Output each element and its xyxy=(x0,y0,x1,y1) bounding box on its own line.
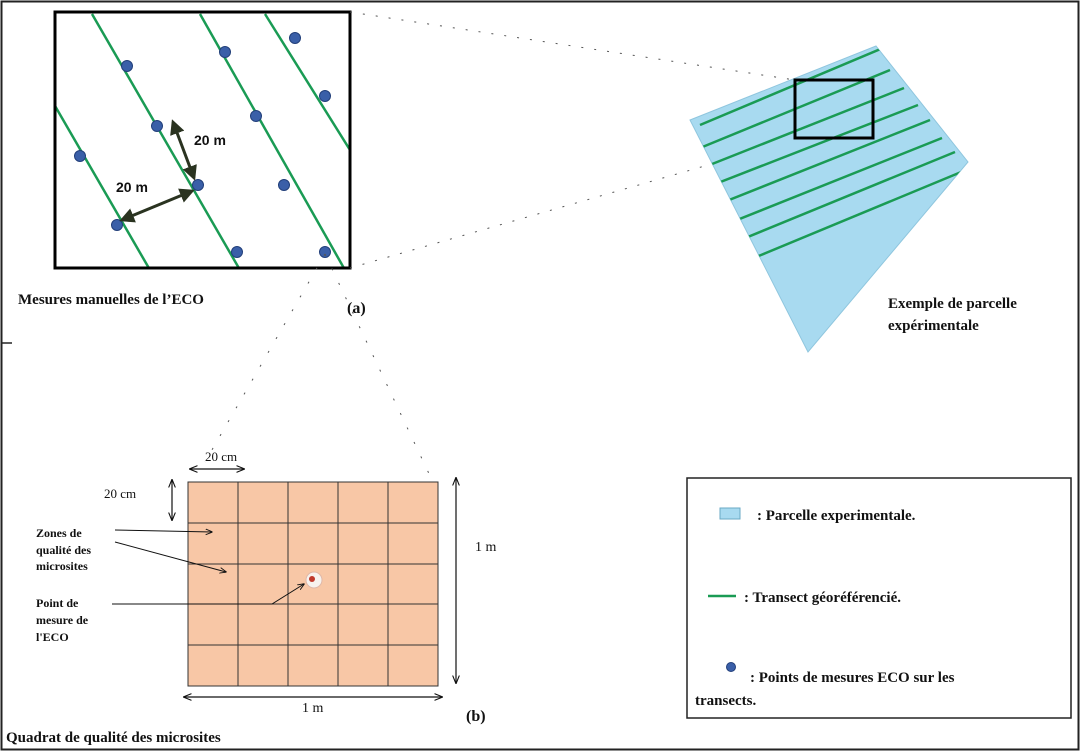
parcel-caption-line1: Exemple de parcelle xyxy=(888,296,1017,312)
measure-point xyxy=(231,246,243,258)
inset-transect-line xyxy=(263,13,350,151)
parcel-diagram xyxy=(689,45,969,353)
measure-point xyxy=(278,179,290,191)
zones-label-line2: qualité des xyxy=(36,543,91,557)
legend-transect-label: : Transect géoréférencié. xyxy=(744,590,901,606)
legend-parcel-label: : Parcelle experimentale. xyxy=(757,508,916,524)
measure-point xyxy=(219,46,231,58)
inset-panel: 20 m 20 m xyxy=(53,10,352,270)
inset-transect-line xyxy=(55,103,151,268)
measure-point xyxy=(74,150,86,162)
zones-pointer-2 xyxy=(114,541,226,572)
quadrat-cell-lines xyxy=(188,482,438,686)
parcel-transect xyxy=(719,168,967,274)
inset-caption: Mesures manuelles de l’ECO xyxy=(18,292,204,308)
point-label-line1: Point de xyxy=(36,596,79,610)
zones-label-line1: Zones de xyxy=(36,526,82,540)
measure-point xyxy=(192,179,204,191)
spacing-arrow-vertical xyxy=(170,119,197,181)
measure-point xyxy=(111,219,123,231)
point-pointer xyxy=(112,584,304,605)
legend-points-line1: : Points de mesures ECO sur les xyxy=(750,670,955,686)
parcel-transect xyxy=(701,86,905,170)
legend-points-line2: transects. xyxy=(695,693,756,709)
measure-point xyxy=(319,246,331,258)
legend-swatch-parcel xyxy=(719,507,741,520)
parcel-transect xyxy=(708,118,931,210)
inset-transect-line xyxy=(90,13,241,268)
dim-label-right: 1 m xyxy=(475,540,497,555)
point-label-line3: l'ECO xyxy=(36,630,69,644)
quadrat-grid xyxy=(187,481,439,687)
measure-point xyxy=(319,90,331,102)
measure-point xyxy=(289,32,301,44)
zoom-lines-b xyxy=(204,253,433,481)
legend-frame xyxy=(686,477,1072,719)
parcel-transects xyxy=(699,46,967,274)
quadrat-caption: Quadrat de qualité des microsites xyxy=(6,730,221,746)
parcel-transect xyxy=(704,103,919,190)
spacing-label-horizontal: 20 m xyxy=(116,179,148,195)
zones-pointer-1 xyxy=(114,530,212,532)
parcel-transect xyxy=(711,136,943,232)
parcel-caption-line2: expérimentale xyxy=(888,318,979,334)
eco-point-marker xyxy=(305,571,323,589)
spacing-arrow-horizontal xyxy=(119,188,195,223)
quadrat-tag: (b) xyxy=(466,708,486,725)
dim-label-left: 20 cm xyxy=(104,486,136,501)
parcel-transect xyxy=(715,150,956,252)
legend-box: : Parcelle experimentale. : Transect géo… xyxy=(686,477,1072,719)
inset-tag: (a) xyxy=(347,300,366,317)
inset-points xyxy=(74,32,331,258)
measure-point xyxy=(151,120,163,132)
measure-point xyxy=(121,60,133,72)
point-label-line2: mesure de xyxy=(36,613,89,627)
parcel-zoom-box xyxy=(793,78,875,140)
zones-label-line3: microsites xyxy=(36,559,88,573)
spacing-label-vertical: 20 m xyxy=(194,132,226,148)
inset-frame xyxy=(53,10,352,270)
dim-label-top: 20 cm xyxy=(205,449,237,464)
dim-label-bottom: 1 m xyxy=(302,701,324,716)
measure-point xyxy=(250,110,262,122)
legend-swatch-point xyxy=(726,662,736,672)
